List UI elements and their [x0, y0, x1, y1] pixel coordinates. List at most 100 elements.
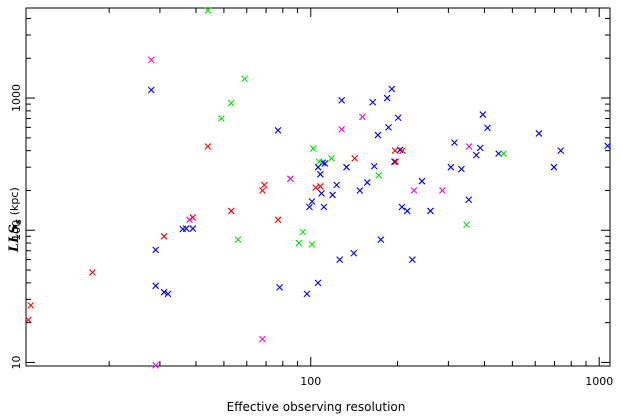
- data-point: [303, 290, 311, 298]
- data-point: [472, 151, 480, 159]
- data-point: [152, 246, 160, 254]
- data-point: [375, 172, 383, 179]
- data-point: [274, 216, 282, 224]
- y-tick-label: 100: [10, 220, 23, 241]
- data-point: [427, 207, 434, 215]
- data-point: [604, 142, 612, 150]
- data-point: [321, 160, 329, 167]
- x-tick-label: 100: [300, 375, 321, 388]
- data-point: [439, 187, 446, 194]
- data-point: [465, 196, 473, 204]
- data-point: [333, 181, 341, 189]
- data-point: [287, 175, 294, 183]
- data-point: [374, 131, 382, 139]
- data-point: [152, 362, 160, 369]
- data-point: [152, 282, 160, 290]
- data-point: [182, 225, 190, 232]
- data-point: [160, 232, 168, 240]
- data-point: [557, 147, 565, 155]
- data-point: [418, 177, 426, 185]
- y-axis-title-subscript: s: [14, 219, 24, 224]
- data-point: [495, 150, 503, 157]
- data-point: [315, 158, 323, 166]
- data-point: [204, 7, 212, 14]
- x-axis-title: Effective observing resolution: [227, 400, 406, 414]
- data-point: [317, 170, 324, 178]
- data-point: [189, 214, 197, 221]
- data-point: [391, 147, 399, 155]
- data-point: [295, 239, 303, 247]
- data-point: [186, 216, 193, 224]
- data-point: [410, 187, 418, 194]
- data-point: [463, 221, 470, 229]
- data-point: [351, 154, 359, 162]
- data-point: [458, 165, 465, 173]
- data-point: [259, 187, 266, 194]
- data-point: [27, 302, 35, 309]
- data-point: [306, 203, 313, 211]
- y-axis-title: LLSs (kpc): [7, 187, 24, 253]
- data-point: [318, 190, 325, 197]
- axis-ticks: [26, 8, 610, 366]
- data-point: [447, 163, 455, 171]
- data-point: [309, 145, 317, 152]
- data-point: [350, 249, 358, 257]
- data-point: [317, 182, 324, 190]
- data-point: [147, 56, 155, 64]
- data-point: [234, 236, 242, 243]
- data-point: [535, 130, 543, 137]
- data-point: [259, 335, 266, 343]
- axis-tick-labels: 100 1000 10 100 1000: [10, 84, 613, 388]
- data-point: [383, 94, 391, 102]
- data-point: [160, 288, 168, 296]
- data-point: [204, 143, 212, 150]
- data-point: [500, 150, 507, 157]
- data-point: [227, 99, 235, 107]
- data-point: [408, 256, 416, 263]
- data-point: [328, 154, 335, 162]
- data-point: [147, 86, 155, 94]
- data-point: [343, 163, 350, 171]
- data-point: [398, 203, 406, 211]
- data-point: [241, 75, 249, 83]
- data-point: [320, 203, 328, 211]
- data-point: [164, 290, 172, 298]
- data-point: [403, 207, 411, 215]
- plot-frame: [25, 7, 611, 367]
- x-tick-label: 1000: [585, 375, 613, 388]
- data-point: [399, 147, 406, 155]
- data-point: [358, 113, 366, 121]
- data-point: [484, 124, 491, 132]
- data-point: [369, 98, 377, 106]
- data-point: [479, 111, 487, 118]
- data-point: [274, 126, 282, 134]
- data-point: [338, 125, 346, 133]
- y-axis-title-main: LLS: [7, 224, 22, 253]
- data-points: [25, 7, 612, 369]
- data-point: [550, 163, 558, 171]
- data-point: [227, 207, 235, 215]
- data-point: [25, 316, 32, 324]
- data-point: [385, 123, 392, 131]
- data-point: [189, 225, 197, 232]
- data-point: [370, 162, 378, 170]
- data-point: [329, 191, 336, 199]
- data-point: [260, 181, 268, 189]
- data-point: [217, 115, 225, 122]
- data-point: [314, 279, 322, 287]
- data-point: [308, 198, 316, 205]
- data-point: [388, 85, 396, 93]
- data-point: [394, 114, 402, 122]
- data-point: [356, 187, 364, 194]
- data-point: [338, 97, 346, 104]
- data-point: [336, 256, 344, 263]
- data-point: [451, 139, 458, 147]
- data-point: [299, 228, 307, 236]
- data-point: [392, 158, 400, 166]
- y-axis-title-unit: (kpc): [8, 187, 21, 215]
- data-point: [89, 269, 96, 276]
- data-point: [276, 283, 284, 291]
- data-point: [476, 144, 484, 152]
